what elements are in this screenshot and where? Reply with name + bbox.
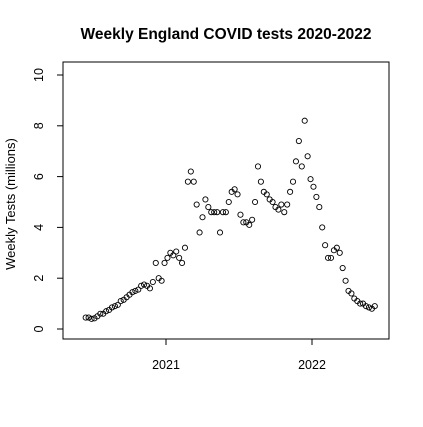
data-point (342, 277, 349, 284)
data-point (190, 178, 197, 185)
data-point (313, 193, 320, 200)
data-point (158, 277, 165, 284)
data-point (138, 282, 145, 289)
data-point (170, 252, 177, 259)
y-tick-label: 10 (32, 68, 46, 82)
data-point (184, 178, 191, 185)
data-point (249, 216, 256, 223)
data-point (269, 198, 276, 206)
data-point (108, 304, 116, 311)
data-point (149, 278, 156, 286)
x-tick-label: 2022 (298, 358, 326, 372)
data-point (246, 221, 253, 228)
x-tick-label: 2021 (152, 358, 180, 372)
data-point (322, 242, 329, 249)
y-tick-label: 2 (32, 275, 46, 282)
data-point (152, 259, 159, 267)
data-point (187, 168, 194, 175)
data-point (85, 314, 92, 321)
data-point (240, 219, 247, 226)
data-point (173, 248, 180, 255)
data-point (284, 201, 291, 208)
data-point (103, 308, 110, 315)
data-point (202, 196, 209, 203)
data-point (196, 229, 203, 236)
y-tick-label: 8 (32, 122, 46, 129)
data-point (298, 163, 305, 170)
data-point (310, 183, 317, 190)
data-point (231, 186, 238, 193)
data-point (82, 314, 89, 321)
data-point (336, 249, 343, 256)
y-tick-label: 0 (32, 325, 46, 332)
data-point (357, 300, 364, 307)
data-point (234, 191, 241, 198)
data-point (179, 259, 186, 267)
data-point (292, 158, 299, 165)
data-point (211, 209, 218, 216)
data-point (205, 204, 212, 211)
data-point (325, 254, 332, 261)
data-point (319, 224, 326, 231)
data-point (214, 209, 221, 216)
data-point (237, 211, 244, 218)
data-point (129, 289, 136, 296)
data-point (135, 286, 142, 293)
data-point (339, 264, 346, 272)
data-point (348, 290, 355, 297)
data-point (252, 198, 259, 206)
y-axis-label: Weekly Tests (millions) (3, 138, 18, 270)
data-point (263, 191, 270, 198)
y-tick-label: 4 (32, 224, 46, 231)
plot-frame (62, 61, 390, 340)
data-point (208, 209, 215, 216)
data-point (278, 201, 285, 208)
data-point (304, 153, 311, 160)
data-point (146, 285, 153, 292)
data-point (371, 303, 378, 310)
data-point (114, 301, 121, 308)
data-point (362, 303, 370, 310)
data-point (225, 198, 232, 206)
data-point (176, 254, 183, 261)
data-point (333, 244, 340, 251)
data-point (365, 304, 372, 311)
chart-title: Weekly England COVID tests 2020-2022 (81, 26, 372, 43)
data-point (216, 229, 224, 236)
data-point (181, 244, 189, 251)
x-axis: 2021 2022 (152, 338, 326, 372)
data-point (327, 254, 335, 261)
data-point (295, 137, 302, 145)
data-point (287, 188, 294, 195)
data-point (254, 163, 262, 170)
data-point (257, 178, 264, 185)
data-point (199, 214, 206, 221)
data-points (82, 117, 378, 322)
data-point (161, 259, 168, 267)
data-point (117, 298, 124, 305)
data-point (219, 209, 226, 216)
data-point (222, 209, 229, 216)
data-point (281, 209, 288, 216)
data-point (316, 204, 323, 211)
data-point (301, 117, 308, 124)
data-point (275, 206, 282, 213)
y-axis: 0 2 4 6 8 10 (32, 68, 64, 332)
data-point (132, 287, 139, 294)
data-point (307, 176, 314, 183)
data-point (97, 310, 104, 317)
data-point (111, 303, 118, 310)
data-point (141, 281, 148, 288)
y-tick-label: 6 (32, 173, 46, 180)
data-point (88, 315, 95, 322)
data-point (193, 201, 200, 208)
data-point (164, 254, 171, 261)
data-point (289, 178, 297, 185)
